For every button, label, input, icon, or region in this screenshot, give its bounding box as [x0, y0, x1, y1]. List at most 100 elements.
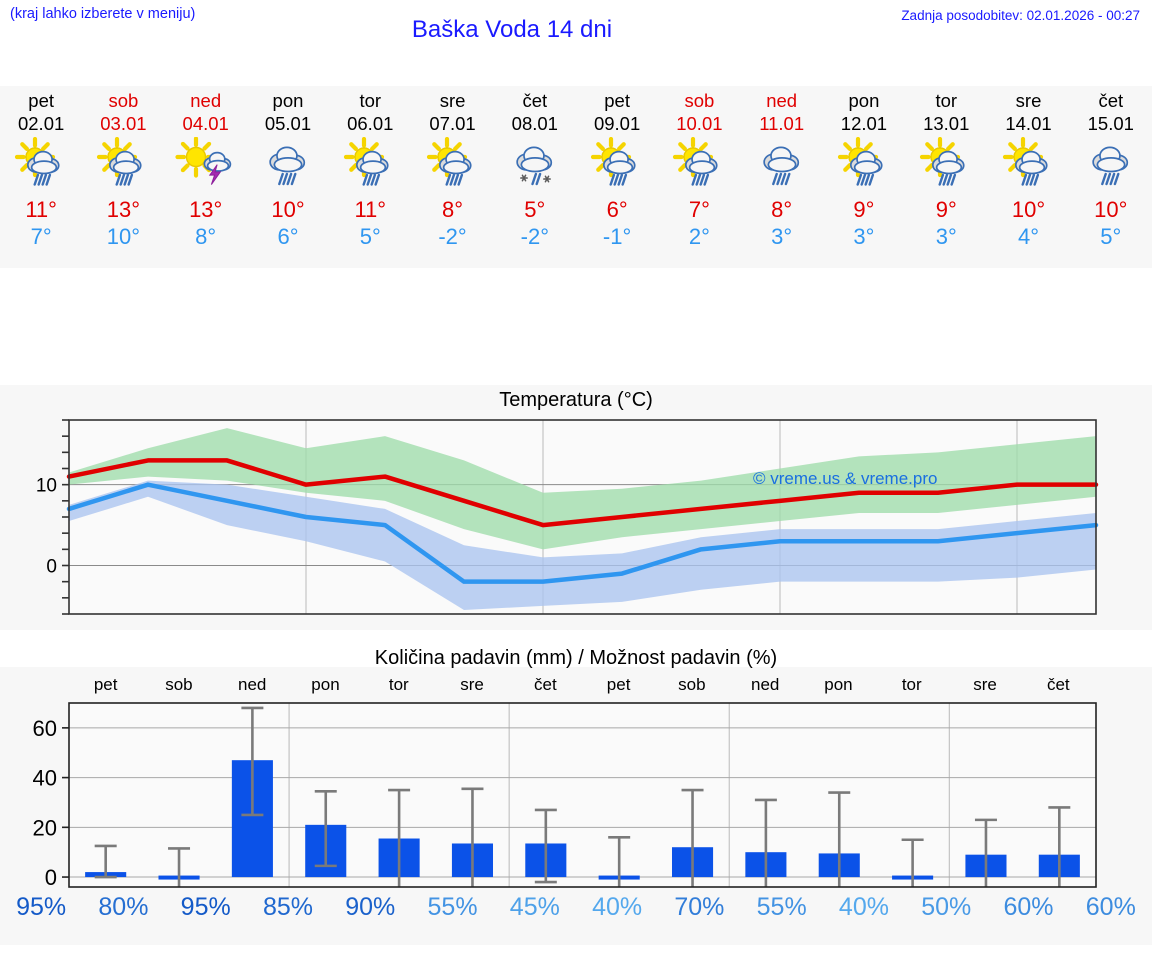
day-column[interactable]: pet 02.01 11° 7° — [0, 86, 82, 268]
day-column[interactable]: sob 03.01 13° 10° — [82, 86, 164, 268]
precipitation-probability: 40% — [838, 893, 889, 921]
precipitation-probability: 60% — [1003, 893, 1054, 921]
svg-text:60: 60 — [33, 716, 57, 741]
day-date-label: 02.01 — [17, 113, 65, 134]
max-temperature: 5° — [524, 197, 546, 222]
day-column[interactable]: pet 09.01 6° -1° — [576, 86, 658, 268]
max-temperature: 8° — [442, 197, 464, 222]
day-date-label: 13.01 — [923, 113, 970, 134]
precipitation-plot: 0 20 40 60 — [33, 702, 1097, 890]
max-temperature: 7° — [688, 197, 710, 222]
day-column[interactable]: ned 04.01 13° 8° — [165, 86, 247, 268]
sun-cloud-rain-icon — [827, 137, 901, 195]
day-column[interactable]: sre 07.01 8° -2° — [411, 86, 493, 268]
day-of-week-label: tor — [935, 90, 958, 111]
precipitation-day-label: pon — [311, 675, 340, 694]
precipitation-probability: 70% — [674, 893, 725, 921]
day-of-week-label: sob — [108, 90, 139, 111]
day-date-label: 11.01 — [759, 113, 805, 134]
precipitation-day-label: pet — [606, 675, 631, 694]
svg-text:20: 20 — [33, 815, 57, 840]
precipitation-probability: 55% — [756, 893, 807, 921]
day-of-week-label: sre — [439, 90, 466, 111]
day-of-week-label: sob — [684, 90, 715, 111]
min-temperature: 2° — [688, 224, 710, 249]
svg-text:40: 40 — [33, 766, 57, 791]
precipitation-day-label: sre — [460, 675, 484, 694]
sun-cloud-rain-icon — [909, 137, 983, 195]
max-temperature: 6° — [606, 197, 628, 222]
day-of-week-label: pet — [604, 90, 630, 111]
day-date-label: 07.01 — [429, 113, 476, 134]
sun-cloud-rain-icon — [580, 137, 654, 195]
max-temperature: 9° — [935, 197, 957, 222]
daily-forecast-strip: pet 02.01 11° 7° sob 03.01 13° 10° ned 04.01 13° 8°… — [0, 86, 1152, 268]
cloud-rain-snow-icon — [498, 137, 572, 195]
day-column[interactable]: sre 14.01 10° 4° — [987, 86, 1069, 268]
cloud-rain-icon — [745, 137, 819, 195]
precipitation-probability: 85% — [262, 893, 313, 921]
day-column[interactable]: tor 13.01 9° 3° — [905, 86, 987, 268]
svg-text:0: 0 — [45, 865, 57, 890]
min-temperature: -2° — [438, 224, 467, 249]
day-column[interactable]: tor 06.01 11° 5° — [329, 86, 411, 268]
precipitation-probability: 95% — [16, 893, 67, 921]
min-temperature: -2° — [520, 224, 549, 249]
precipitation-day-label: pet — [93, 675, 118, 694]
day-of-week-label: čet — [1098, 90, 1124, 111]
copyright-text: © vreme.us & vreme.pro — [753, 469, 938, 488]
page-title: Baška Voda 14 dni — [411, 16, 613, 43]
day-date-label: 04.01 — [182, 113, 229, 134]
temperature-chart-title: Temperatura (°C) — [499, 389, 653, 411]
top-bar: (kraj lahko izberete v meniju) Baška Vod… — [0, 0, 1152, 48]
cloud-rain-icon — [1074, 137, 1148, 195]
max-temperature: 11° — [25, 197, 57, 222]
max-temperature: 10° — [271, 197, 305, 222]
min-temperature: -1° — [602, 224, 632, 249]
menu-hint-text: (kraj lahko izberete v meniju) — [10, 6, 196, 22]
day-column[interactable]: pon 05.01 10° 6° — [247, 86, 329, 268]
svg-text:0: 0 — [46, 557, 57, 578]
day-column[interactable]: pon 12.01 9° 3° — [823, 86, 905, 268]
day-column[interactable]: čet 08.01 5° -2° — [494, 86, 576, 268]
day-date-label: 08.01 — [511, 113, 558, 134]
max-temperature: 8° — [771, 197, 793, 222]
precipitation-day-label: tor — [388, 675, 409, 694]
precipitation-day-label: čet — [533, 675, 557, 694]
max-temperature: 10° — [1011, 197, 1046, 222]
day-date-label: 10.01 — [676, 113, 723, 134]
min-temperature: 5° — [359, 224, 381, 249]
day-column[interactable]: sob 10.01 7° 2° — [658, 86, 740, 268]
precipitation-day-labels: pet sob ned pon tor sre čet pet sob ned pon tor sre č… — [69, 675, 1095, 695]
day-of-week-label: ned — [190, 90, 222, 111]
day-column[interactable]: ned 11.01 8° 3° — [741, 86, 823, 268]
precipitation-probability: 55% — [427, 893, 478, 921]
precipitation-day-label: sob — [678, 675, 706, 694]
day-date-label: 03.01 — [100, 113, 147, 134]
sun-cloud-rain-icon — [86, 137, 160, 195]
precipitation-day-label: sre — [973, 675, 997, 694]
day-date-label: 15.01 — [1087, 113, 1134, 134]
max-temperature: 9° — [853, 197, 875, 222]
min-temperature: 3° — [853, 224, 875, 249]
sun-cloud-rain-icon — [333, 137, 407, 195]
precipitation-probability: 40% — [592, 893, 643, 921]
sun-cloud-rain-icon — [4, 137, 78, 195]
precipitation-chart-title: Količina padavin (mm) / Možnost padavin … — [374, 647, 778, 669]
min-temperature: 10° — [106, 224, 141, 249]
precipitation-probability: 45% — [509, 893, 560, 921]
precipitation-probability: 60% — [1085, 893, 1136, 921]
precipitation-day-label: tor — [901, 675, 922, 694]
sun-cloud-rain-icon — [416, 137, 490, 195]
min-temperature: 5° — [1100, 224, 1122, 249]
precipitation-probability-row: 95% 80% 95% 85% 90% 55% 45% 40% 70% 55% 40% 50% 60% 6… — [0, 893, 1152, 922]
day-of-week-label: pon — [848, 90, 880, 111]
min-temperature: 8° — [195, 224, 217, 249]
day-of-week-label: pet — [28, 90, 54, 111]
min-temperature: 7° — [30, 224, 52, 249]
day-of-week-label: čet — [522, 90, 548, 111]
day-column[interactable]: čet 15.01 10° 5° — [1070, 86, 1152, 268]
svg-text:10: 10 — [36, 476, 57, 497]
day-of-week-label: ned — [766, 90, 798, 111]
